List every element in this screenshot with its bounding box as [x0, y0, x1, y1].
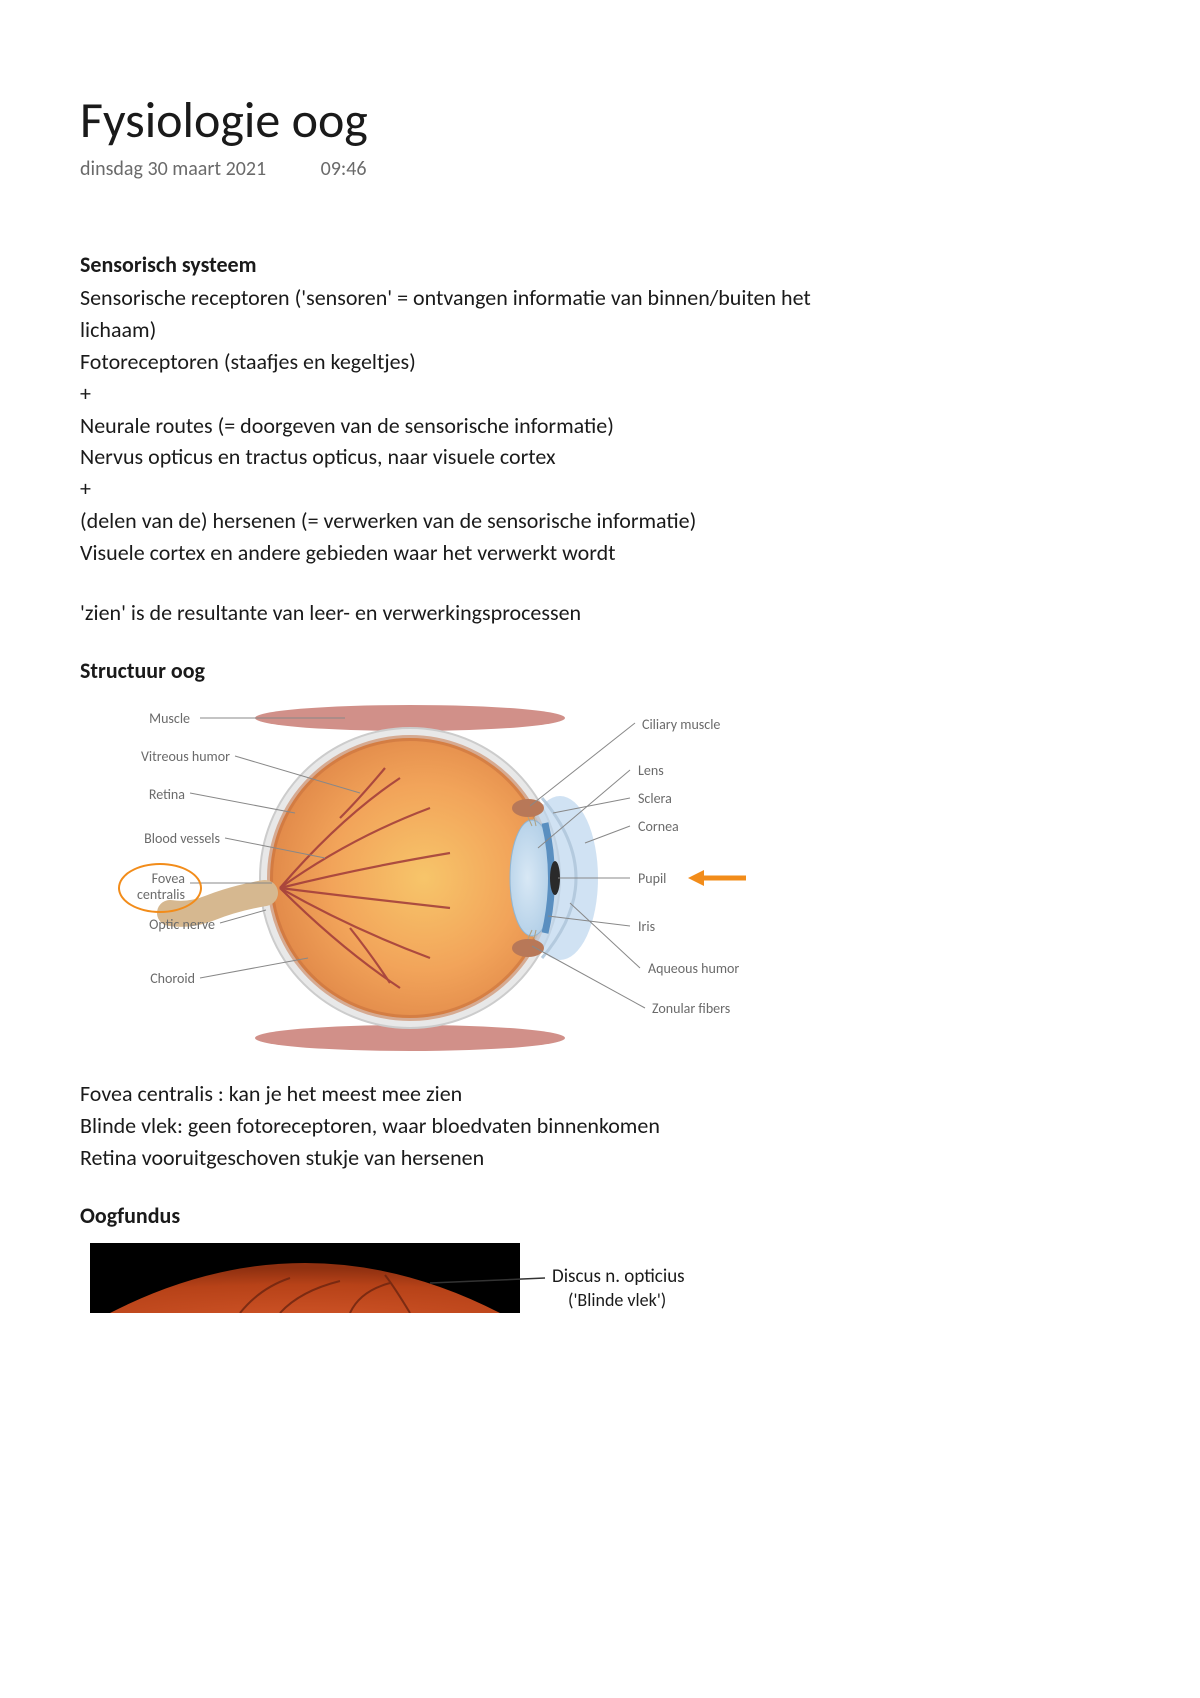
- heading-structuur: Structuur oog: [80, 657, 1120, 684]
- document-page: Fysiologie oog dinsdag 30 maart 2021 09:…: [0, 0, 1200, 1353]
- paragraph-sensorisch: Sensorische receptoren ('sensoren' = ont…: [80, 282, 850, 569]
- pupil-arrow-icon: [688, 866, 748, 890]
- line: Nervus opticus en tractus opticus, naar …: [80, 441, 850, 473]
- label-lens: Lens: [638, 762, 664, 779]
- label-sclera: Sclera: [638, 790, 672, 807]
- line: +: [80, 473, 850, 505]
- fovea-highlight-circle: [118, 863, 202, 913]
- line: Sensorische receptoren ('sensoren' = ont…: [80, 282, 850, 346]
- label-retina: Retina: [90, 786, 185, 803]
- date-time-row: dinsdag 30 maart 2021 09:46: [80, 157, 1120, 181]
- line: Fotoreceptoren (staafjes en kegeltjes): [80, 346, 850, 378]
- paragraph-structuur-notes: Fovea centralis : kan je het meest mee z…: [80, 1078, 850, 1174]
- line: +: [80, 378, 850, 410]
- label-blinde-vlek: ('Blinde vlek'): [568, 1289, 666, 1311]
- label-choroid: Choroid: [90, 970, 195, 987]
- label-aqueous: Aqueous humor: [648, 960, 739, 977]
- line: Retina vooruitgeschoven stukje van herse…: [80, 1142, 850, 1174]
- heading-oogfundus: Oogfundus: [80, 1202, 1120, 1229]
- line: Blinde vlek: geen fotoreceptoren, waar b…: [80, 1110, 850, 1142]
- fundus-diagram: Discus n. opticius ('Blinde vlek'): [90, 1243, 850, 1313]
- time: 09:46: [321, 157, 367, 181]
- label-zonular: Zonular fibers: [652, 1000, 730, 1017]
- label-ciliary: Ciliary muscle: [642, 716, 720, 733]
- label-muscle: Muscle: [90, 710, 190, 727]
- line: Fovea centralis : kan je het meest mee z…: [80, 1078, 850, 1110]
- label-blood: Blood vessels: [90, 830, 220, 847]
- label-cornea: Cornea: [638, 818, 679, 835]
- label-vitreous: Vitreous humor: [90, 748, 230, 765]
- line: Visuele cortex en andere gebieden waar h…: [80, 537, 850, 569]
- fundus-svg: [90, 1243, 850, 1313]
- label-optic: Optic nerve: [90, 916, 215, 933]
- line: Neurale routes (= doorgeven van de senso…: [80, 410, 850, 442]
- page-title: Fysiologie oog: [80, 90, 1120, 151]
- date: dinsdag 30 maart 2021: [80, 157, 266, 181]
- line: (delen van de) hersenen (= verwerken van…: [80, 505, 850, 537]
- line: 'zien' is de resultante van leer- en ver…: [80, 597, 850, 629]
- paragraph-closing: 'zien' is de resultante van leer- en ver…: [80, 597, 850, 629]
- label-pupil: Pupil: [638, 870, 666, 887]
- label-iris: Iris: [638, 918, 655, 935]
- heading-sensorisch: Sensorisch systeem: [80, 251, 1120, 278]
- eye-diagram: Muscle Vitreous humor Retina Blood vesse…: [90, 698, 850, 1058]
- label-discus: Discus n. opticius: [552, 1265, 685, 1288]
